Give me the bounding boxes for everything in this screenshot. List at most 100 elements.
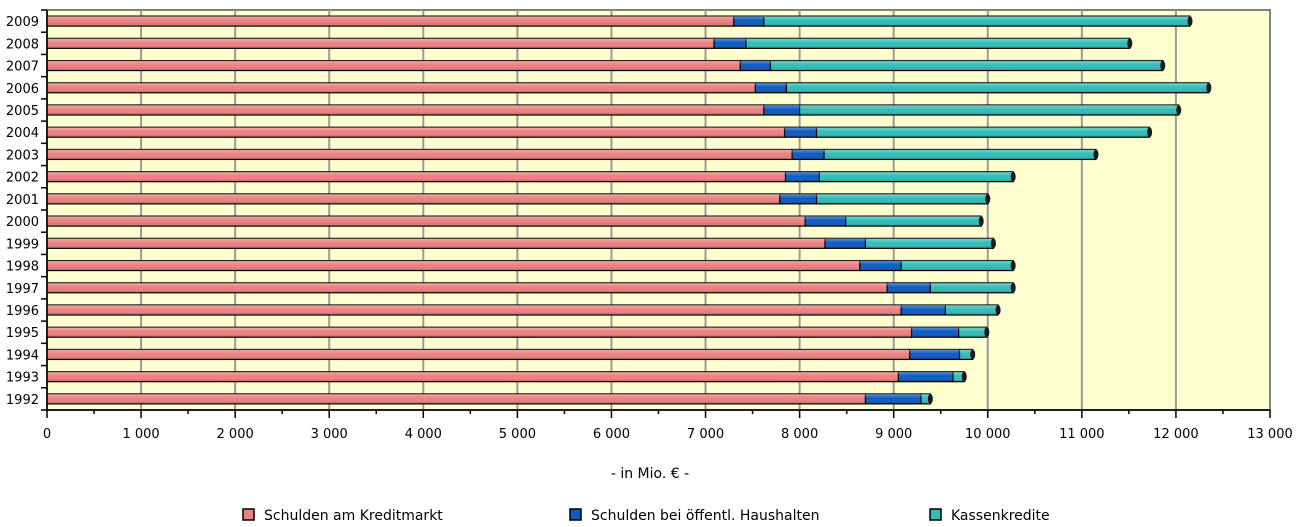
bar-group [46, 126, 1153, 138]
bar-group [46, 282, 1016, 294]
x-tick-label: 8 000 [781, 427, 818, 442]
x-tick-label: 7 000 [687, 427, 724, 442]
x-tick-label: 3 000 [311, 427, 348, 442]
bar-shading [47, 349, 973, 360]
legend-swatch [569, 508, 582, 521]
y-tick-label: 1994 [6, 348, 39, 363]
bar-group [46, 37, 1133, 49]
bar-shading [47, 171, 1014, 182]
y-tick-label: 1998 [6, 260, 39, 275]
y-tick-label: 1999 [6, 237, 39, 252]
bar-shading [47, 60, 1163, 71]
bar-group [46, 104, 1182, 116]
y-tick-label: 2005 [6, 104, 39, 119]
bar-group [46, 215, 984, 227]
bar-group [46, 82, 1212, 94]
x-tick-label: 12 000 [1153, 427, 1199, 442]
x-tick-labels: 0 1 000 2 000 3 000 4 000 5 000 6 000 7 000 8 00… [43, 427, 1293, 442]
bar-shading [47, 305, 999, 315]
bar-shading [47, 82, 1209, 93]
bar-shading [47, 193, 988, 204]
legend-swatch [242, 508, 255, 521]
bar-shading [47, 16, 1191, 27]
bar-end-cap [1147, 127, 1153, 138]
bar-shading [47, 282, 1014, 293]
bar-end-cap [1127, 38, 1133, 49]
legend-item: Kassenkredite [929, 508, 1050, 524]
bar-group [46, 15, 1193, 27]
y-tick-label: 2000 [6, 215, 39, 230]
y-tick-label: 1995 [6, 326, 39, 341]
legend-label: Schulden bei öffentl. Haushalten [591, 508, 819, 524]
legend-label: Schulden am Kreditmarkt [264, 508, 443, 524]
bar-shading [47, 105, 1179, 115]
bar-end-cap [995, 305, 1001, 315]
bar-shading [47, 260, 1014, 271]
bar-group [46, 171, 1016, 183]
plot-background [46, 9, 1271, 411]
bar-end-cap [927, 393, 933, 404]
y-tick-label: 1992 [6, 393, 39, 408]
y-tick-label: 2006 [6, 82, 39, 97]
legend-label: Kassenkredite [951, 508, 1050, 524]
bar-shading [47, 238, 994, 249]
x-tick-label: 0 [43, 427, 51, 442]
bar-group [46, 371, 967, 383]
bar-group [46, 193, 991, 205]
bar-end-cap [984, 327, 990, 338]
bars [46, 15, 1212, 405]
bar-end-cap [978, 216, 984, 227]
x-tick-label: 5 000 [499, 427, 536, 442]
y-tick-label: 2009 [6, 15, 39, 30]
bar-end-cap [985, 193, 991, 204]
y-tick-label: 1997 [6, 282, 39, 297]
y-tick-label: 2008 [6, 37, 39, 52]
bar-group [46, 237, 996, 249]
x-tick-label: 6 000 [593, 427, 630, 442]
x-axis-label: - in Mio. € - [611, 466, 689, 482]
y-tick-label: 2003 [6, 148, 39, 163]
bar-group [46, 259, 1016, 272]
bar-end-cap [1093, 149, 1099, 160]
y-tick-label: 2001 [6, 193, 39, 208]
y-tick-label: 2004 [6, 126, 39, 141]
bar-group [46, 393, 933, 405]
bar-end-cap [990, 238, 996, 249]
bar-end-cap [1010, 282, 1016, 293]
legend: Schulden am Kreditmarkt Schulden bei öffe… [242, 508, 1050, 524]
gridlines [140, 10, 1177, 410]
x-tick-label: 13 000 [1247, 427, 1293, 442]
y-tick-label: 1996 [6, 304, 39, 319]
bar-shading [47, 127, 1150, 138]
bar-end-cap [970, 349, 976, 360]
y-tick-label: 2007 [6, 60, 39, 75]
legend-swatch [929, 508, 942, 521]
x-tick-label: 4 000 [405, 427, 442, 442]
bar-shading [47, 149, 1096, 160]
legend-item: Schulden bei öffentl. Haushalten [569, 508, 819, 524]
x-tick-label: 2 000 [217, 427, 254, 442]
bar-end-cap [1160, 60, 1166, 71]
x-tick-label: 10 000 [965, 427, 1011, 442]
bar-group [46, 326, 990, 338]
bar-end-cap [1206, 82, 1212, 93]
bar-shading [47, 38, 1130, 49]
axes [41, 9, 1271, 418]
y-tick-label: 2002 [6, 171, 39, 186]
bar-shading [47, 216, 982, 227]
bar-shading [47, 327, 987, 338]
legend-item: Schulden am Kreditmarkt [242, 508, 443, 524]
bar-end-cap [1176, 105, 1182, 115]
bar-group [46, 304, 1001, 316]
x-tick-label: 11 000 [1059, 427, 1105, 442]
bar-end-cap [1187, 16, 1193, 27]
bar-group [46, 148, 1099, 161]
y-tick-labels: 1992 1993 1994 1995 1996 1997 1998 1999 2000 2001… [6, 15, 39, 408]
x-tick-label: 1 000 [122, 427, 159, 442]
plot-area [46, 9, 1271, 411]
bar-end-cap [961, 371, 967, 382]
bar-shading [47, 371, 965, 382]
bar-shading [47, 393, 931, 404]
bar-group [46, 348, 976, 361]
